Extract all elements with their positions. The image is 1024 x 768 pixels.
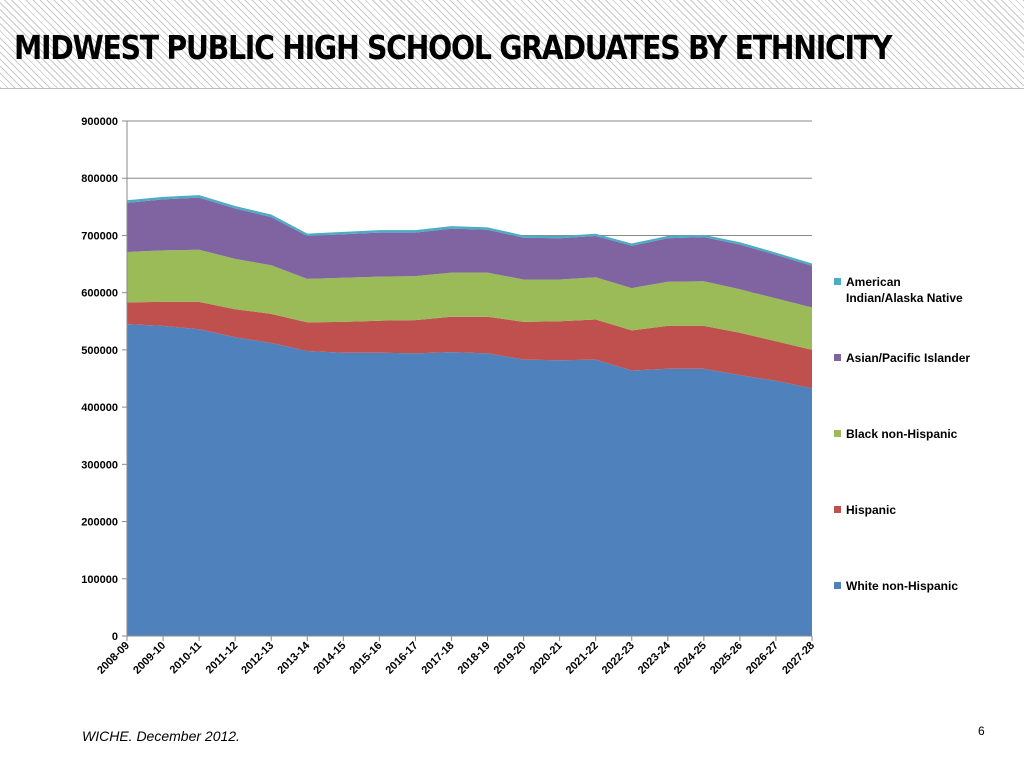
y-tick-label-7: 700000: [81, 230, 118, 242]
y-tick-label-0: 0: [112, 631, 118, 643]
legend-swatch-4: [834, 278, 841, 285]
area-series-1: [127, 301, 812, 389]
x-tick-label-12: 2020-21: [528, 640, 565, 677]
x-tick-label-11: 2019-20: [492, 640, 529, 677]
x-tick-label-16: 2024-25: [672, 640, 709, 677]
header-band: [0, 0, 1024, 88]
x-tick-label-3: 2011-12: [204, 640, 241, 677]
x-tick-label-8: 2016-17: [384, 640, 421, 677]
y-tick-labels: 0 100000 200000 300000 400000 500000 600000 700…: [81, 116, 118, 643]
area-series-2: [127, 249, 812, 350]
x-tick-label-19: 2027-28: [780, 640, 817, 677]
x-tick-label-5: 2013-14: [275, 639, 313, 677]
x-tick-label-10: 2018-19: [456, 640, 493, 677]
legend-swatch-0: [834, 582, 841, 589]
area-series-3: [127, 197, 812, 308]
area-series: [127, 195, 812, 636]
x-tick-label-2: 2010-11: [168, 640, 205, 677]
legend-label-4: American Indian/Alaska Native: [846, 275, 963, 305]
legend-label-0: White non-Hispanic: [846, 579, 958, 593]
legend-swatch-3: [834, 354, 841, 361]
legend-label-3: Asian/Pacific Islander: [846, 351, 970, 365]
x-tick-label-15: 2023-24: [636, 639, 674, 677]
x-tick-label-4: 2012-13: [239, 640, 276, 677]
slide-title: MIDWEST PUBLIC HIGH SCHOOL GRADUATES BY …: [14, 28, 892, 67]
y-tick-label-3: 300000: [81, 459, 118, 471]
y-tick-label-5: 500000: [81, 345, 118, 357]
legend-label-2: Black non-Hispanic: [846, 427, 958, 441]
x-tick-label-7: 2015-16: [347, 640, 384, 677]
x-tick-labels: 2008-09 2009-10 2010-11 2011-12 2012-13 2013-…: [95, 639, 817, 677]
slide-number: 6: [978, 724, 985, 738]
area-series-0: [127, 324, 812, 636]
x-tick-label-14: 2022-23: [600, 640, 637, 677]
legend-swatch-2: [834, 430, 841, 437]
header-divider: [0, 88, 1024, 89]
legend-swatch-1: [834, 506, 841, 513]
x-tick-label-18: 2026-27: [744, 640, 781, 677]
x-tick-label-0: 2008-09: [95, 640, 132, 677]
y-tick-label-4: 400000: [81, 402, 118, 414]
x-tick-label-9: 2017-18: [420, 640, 457, 677]
source-citation: WICHE. December 2012.: [82, 728, 240, 744]
x-tick-label-13: 2021-22: [564, 640, 601, 677]
y-tick-label-2: 200000: [81, 517, 118, 529]
axes: [122, 120, 813, 641]
y-tick-label-8: 800000: [81, 173, 118, 185]
x-tick-label-17: 2025-26: [708, 640, 745, 677]
y-tick-label-1: 100000: [81, 574, 118, 586]
y-tick-label-9: 900000: [81, 116, 118, 128]
x-tick-label-6: 2014-15: [311, 640, 348, 677]
legend: American Indian/Alaska Native Asian/Pacifi…: [834, 275, 970, 593]
y-tick-label-6: 600000: [81, 288, 118, 300]
legend-label-1: Hispanic: [846, 503, 896, 517]
x-tick-label-1: 2009-10: [131, 640, 168, 677]
